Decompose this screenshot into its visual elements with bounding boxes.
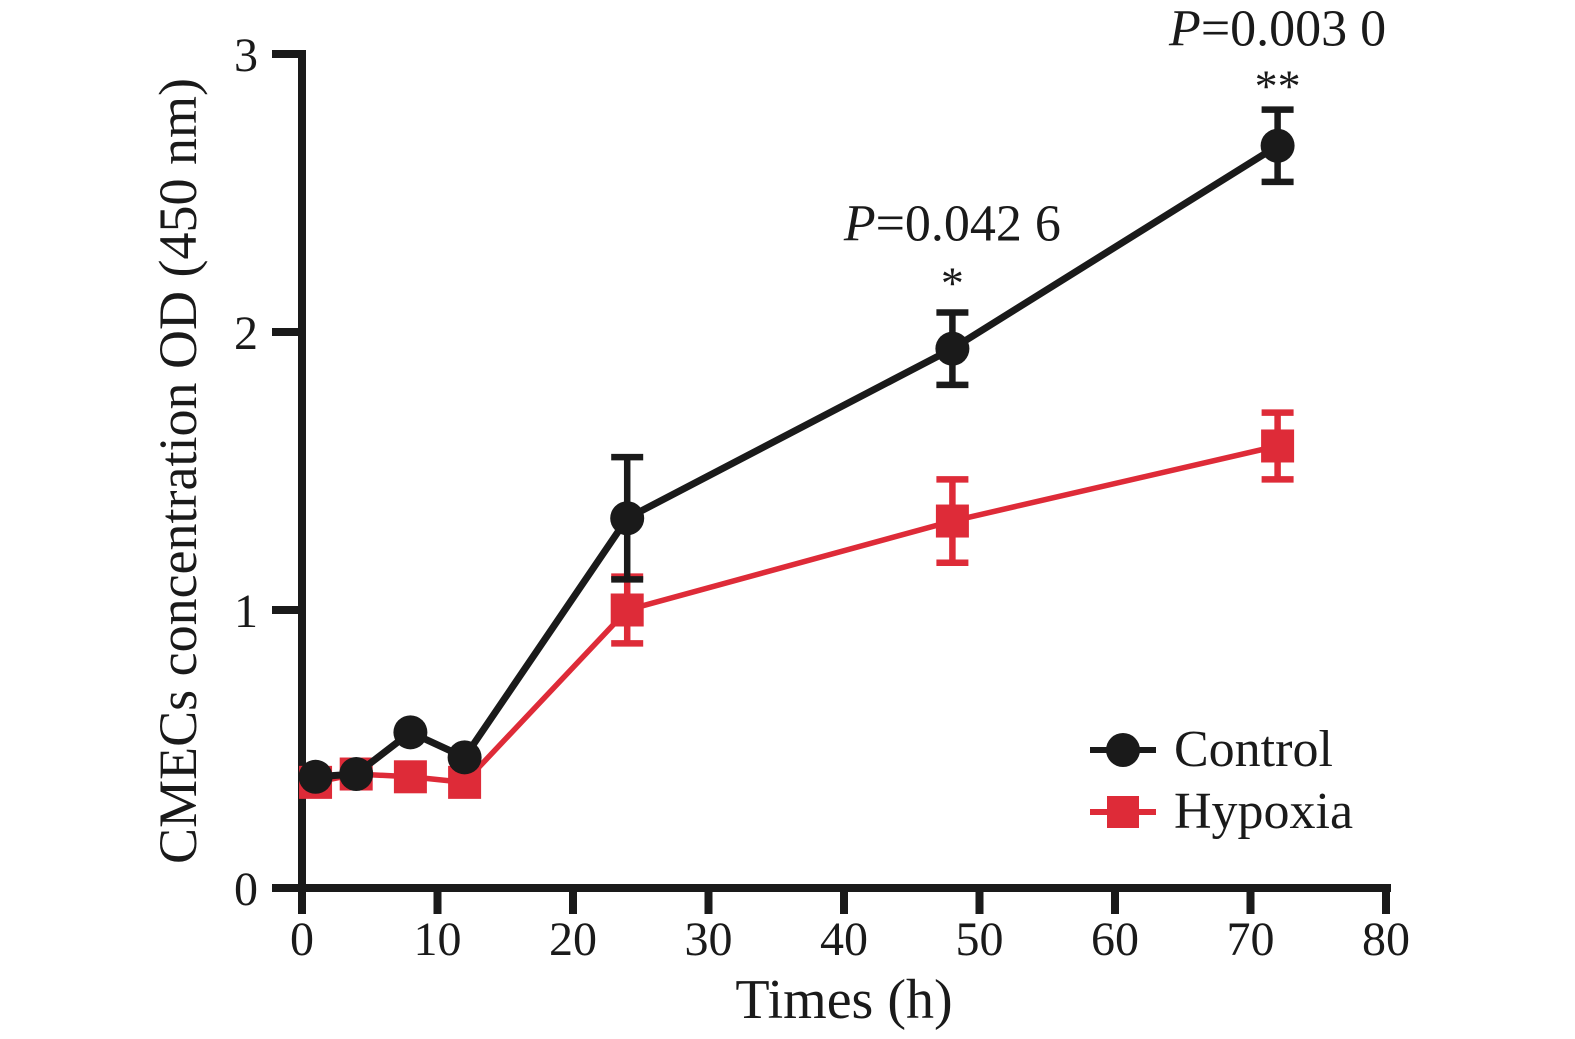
annotation-p-value: P=0.042 6 [843, 195, 1061, 252]
data-point-control [1260, 128, 1295, 163]
x-tick-label: 60 [1091, 913, 1139, 966]
x-tick-label: 80 [1362, 913, 1410, 966]
data-point-hypoxia [610, 593, 644, 627]
y-axis-title: CMECs concentration OD (450 nm) [148, 78, 208, 864]
square-marker-icon [1107, 796, 1139, 828]
data-point-hypoxia [1261, 429, 1295, 463]
data-point-hypoxia [935, 504, 969, 538]
series-line-control [315, 142, 1280, 781]
legend-item-hypoxia: Hypoxia [1090, 781, 1353, 843]
control-legend-symbol [1090, 730, 1156, 770]
data-point-control [447, 740, 482, 775]
data-point-control [298, 759, 333, 794]
x-tick-label: 40 [820, 913, 868, 966]
hypoxia-legend-symbol [1090, 792, 1156, 832]
legend-label-control: Control [1174, 721, 1333, 778]
x-tick-label: 0 [290, 913, 314, 966]
data-point-control [610, 501, 645, 536]
y-tick-label: 3 [234, 29, 258, 82]
legend-item-control: Control [1090, 719, 1353, 781]
y-tick-label: 1 [234, 585, 258, 638]
significance-stars: * [941, 258, 964, 309]
data-point-hypoxia [393, 760, 427, 794]
x-tick-label: 20 [549, 913, 597, 966]
significance-stars: ** [1255, 60, 1301, 111]
legend: Control Hypoxia [1090, 719, 1353, 843]
y-tick-label: 2 [234, 307, 258, 360]
x-tick-label: 70 [1227, 913, 1275, 966]
legend-label-hypoxia: Hypoxia [1174, 783, 1354, 840]
x-tick-label: 30 [685, 913, 733, 966]
x-tick-label: 10 [414, 913, 462, 966]
data-point-control [935, 331, 970, 366]
annotation-p-value: P=0.003 0 [1168, 1, 1386, 58]
data-point-control [393, 715, 428, 750]
y-tick-label: 0 [234, 863, 258, 916]
x-tick-label: 50 [956, 913, 1004, 966]
x-axis-title: Times (h) [735, 969, 952, 1031]
data-point-control [339, 757, 374, 792]
circle-marker-icon [1106, 733, 1140, 767]
